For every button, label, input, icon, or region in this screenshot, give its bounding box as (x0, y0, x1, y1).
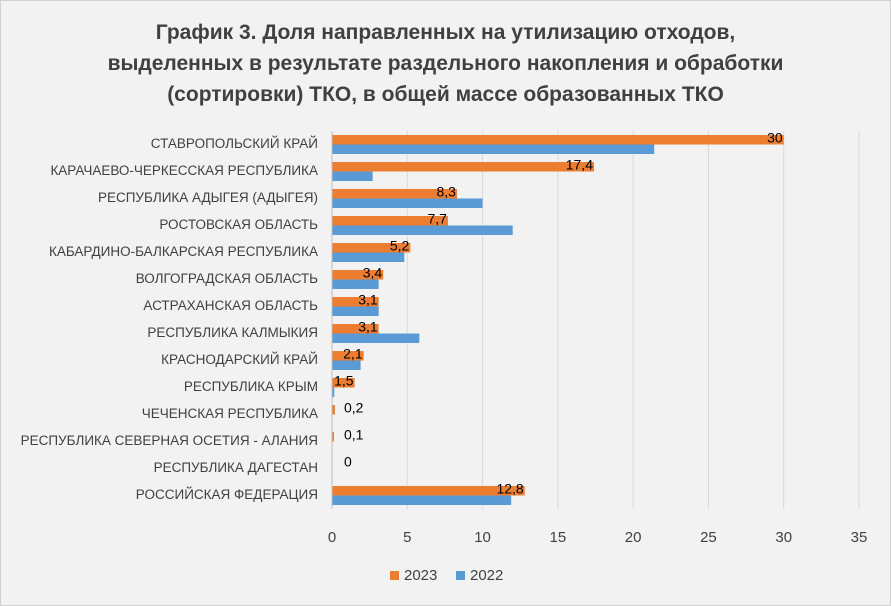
bar-2023 (332, 162, 594, 172)
category-label: АСТРАХАНСКАЯ ОБЛАСТЬ (143, 298, 318, 313)
data-label-2023: 17,4 (566, 156, 593, 172)
chart-title-line-2: выделенных в результате раздельного нако… (107, 52, 784, 75)
bar-2023 (332, 432, 334, 442)
legend-label-2022: 2022 (470, 567, 503, 584)
data-label-2023: 1,5 (334, 372, 354, 388)
bar-2023 (332, 486, 525, 496)
category-label: РЕСПУБЛИКА ДАГЕСТАН (154, 460, 318, 475)
data-label-2023: 0 (344, 453, 352, 469)
bar-2022 (332, 387, 335, 397)
bar-2022 (332, 171, 373, 181)
bar-2022 (332, 225, 513, 235)
chart-title: График 3. Доля направленных на утилизаци… (41, 17, 850, 110)
chart-title-line-3: (сортировки) ТКО, в общей массе образова… (167, 83, 724, 106)
category-label: РЕСПУБЛИКА КАЛМЫКИЯ (147, 325, 318, 340)
category-label: РЕСПУБЛИКА КРЫМ (184, 379, 318, 394)
category-label: ВОЛГОГРАДСКАЯ ОБЛАСТЬ (136, 271, 318, 286)
legend-swatch-2023 (390, 571, 399, 580)
data-label-2023: 0,1 (344, 426, 364, 442)
category-label: СТАВРОПОЛЬСКИЙ КРАЙ (151, 136, 318, 151)
x-tick-label: 20 (625, 529, 642, 546)
x-tick-label: 5 (403, 529, 411, 546)
legend-label-2023: 2023 (404, 567, 437, 584)
data-label-2023: 8,3 (437, 183, 457, 199)
x-tick-label: 15 (550, 529, 567, 546)
chart-title-line-1: График 3. Доля направленных на утилизаци… (155, 21, 736, 44)
bar-2022 (332, 144, 655, 154)
data-label-2023: 3,4 (363, 264, 383, 280)
x-tick-label: 30 (775, 529, 792, 546)
category-label: КРАСНОДАРСКИЙ КРАЙ (161, 352, 318, 367)
bar-2023 (332, 405, 336, 415)
bar-2022 (332, 198, 483, 208)
category-label: РОСТОВСКАЯ ОБЛАСТЬ (159, 217, 318, 232)
data-label-2023: 12,8 (496, 480, 523, 496)
data-label-2023: 7,7 (427, 210, 447, 226)
data-label-2023: 2,1 (343, 345, 363, 361)
bar-2022 (332, 279, 379, 289)
data-label-2023: 3,1 (358, 291, 378, 307)
category-label: РЕСПУБЛИКА СЕВЕРНАЯ ОСЕТИЯ - АЛАНИЯ (21, 433, 318, 448)
bar-2022 (332, 360, 361, 370)
bar-2022 (332, 495, 512, 505)
bar-2023 (332, 243, 411, 253)
data-label-2023: 3,1 (358, 318, 378, 334)
category-label: РОССИЙСКАЯ ФЕДЕРАЦИЯ (136, 487, 318, 502)
bar-2023 (332, 351, 364, 361)
bar-2023 (332, 270, 384, 280)
x-tick-label: 0 (328, 529, 336, 546)
bar-2022 (332, 306, 379, 316)
data-label-2023: 0,2 (344, 399, 364, 415)
category-label: КАБАРДИНО-БАЛКАРСКАЯ РЕСПУБЛИКА (49, 244, 318, 259)
bar-2023 (332, 378, 355, 388)
bar-2022 (332, 333, 420, 343)
category-label: РЕСПУБЛИКА АДЫГЕЯ (АДЫГЕЯ) (98, 190, 318, 205)
x-tick-label: 10 (474, 529, 491, 546)
bar-2023 (332, 324, 379, 334)
data-label-2023: 5,2 (390, 237, 410, 253)
bar-2023 (332, 216, 448, 226)
bar-2023 (332, 135, 784, 145)
bar-2023 (332, 189, 457, 199)
bar-2023 (332, 297, 379, 307)
legend-swatch-2022 (456, 571, 465, 580)
bar-2022 (332, 252, 405, 262)
category-label: КАРАЧАЕВО-ЧЕРКЕССКАЯ РЕСПУБЛИКА (50, 163, 318, 178)
x-tick-label: 25 (700, 529, 717, 546)
category-label: ЧЕЧЕНСКАЯ РЕСПУБЛИКА (142, 406, 318, 421)
data-label-2023: 30 (767, 129, 783, 145)
x-tick-label: 35 (851, 529, 868, 546)
